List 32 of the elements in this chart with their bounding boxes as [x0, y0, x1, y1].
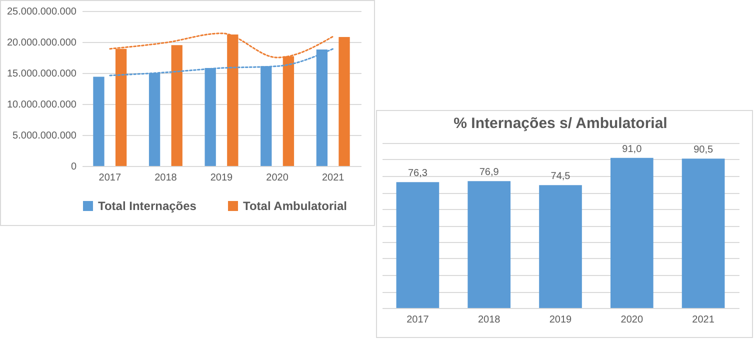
x-tick-label: 2020: [266, 172, 289, 184]
bar: [539, 185, 582, 308]
data-label: 74,5: [550, 171, 571, 182]
legend-label: Total Internações: [98, 199, 197, 213]
data-label: 91,0: [622, 144, 642, 155]
y-tick-label: 0: [70, 162, 77, 172]
x-tick-label: 2019: [210, 172, 234, 184]
bar: [682, 158, 725, 308]
bar: [93, 76, 104, 166]
x-tick-label: 2021: [692, 314, 715, 326]
x-tick-label: 2018: [478, 314, 501, 326]
data-label: 90,5: [694, 144, 714, 156]
x-tick-label: 2019: [549, 314, 572, 326]
x-tick-label: 2017: [98, 172, 122, 184]
bar: [396, 182, 440, 308]
bar: [468, 181, 511, 308]
data-label: 76,3: [408, 168, 428, 180]
chart-title: % Internações s/ Ambulatorial: [454, 115, 668, 132]
legend-label: Total Ambulatorial: [243, 199, 348, 213]
x-tick-label: 2020: [620, 314, 644, 326]
y-tick-label: 25.000.000.000: [6, 6, 77, 18]
y-tick-label: 20.000.000.000: [6, 38, 77, 48]
x-tick-label: 2021: [322, 172, 345, 184]
data-label: 76,9: [479, 167, 500, 178]
bar: [171, 45, 182, 166]
x-tick-label: 2017: [406, 314, 430, 326]
bar: [338, 37, 350, 166]
bar: [610, 158, 654, 308]
y-tick-label: 5.000.000.000: [12, 130, 77, 142]
y-tick-label: 10.000.000.000: [6, 100, 77, 110]
y-tick-label: 15.000.000.000: [6, 68, 77, 80]
x-tick-label: 2018: [154, 172, 178, 184]
